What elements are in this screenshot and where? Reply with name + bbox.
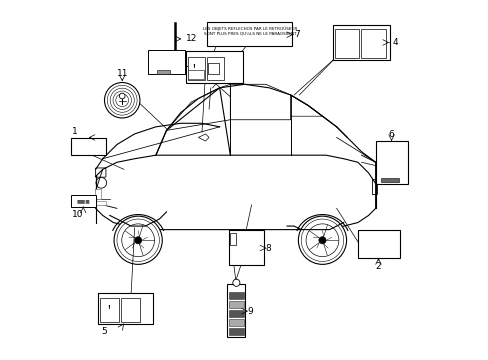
Circle shape [107, 85, 137, 115]
Bar [332, 25, 389, 60]
Bar [185, 51, 242, 82]
Text: 1: 1 [72, 127, 78, 136]
Bar [98, 293, 153, 324]
Bar [228, 230, 264, 265]
Bar [227, 284, 244, 337]
Bar [71, 138, 106, 155]
Circle shape [134, 237, 142, 244]
Polygon shape [359, 231, 364, 257]
Text: 2: 2 [375, 261, 381, 270]
Circle shape [110, 315, 116, 320]
FancyBboxPatch shape [96, 168, 106, 177]
Text: 10: 10 [72, 210, 83, 219]
Polygon shape [78, 140, 81, 154]
Bar [171, 53, 179, 57]
Bar [71, 195, 96, 207]
Bar [361, 30, 386, 58]
Circle shape [119, 93, 125, 99]
Circle shape [124, 303, 137, 316]
Polygon shape [372, 231, 377, 257]
Polygon shape [82, 140, 85, 154]
Bar [100, 298, 119, 322]
Text: ■■■: ■■■ [76, 198, 90, 203]
Circle shape [117, 219, 159, 261]
Bar [206, 57, 224, 80]
Circle shape [305, 224, 338, 257]
Bar [228, 319, 244, 326]
Bar [334, 30, 359, 58]
Circle shape [126, 306, 134, 313]
Bar [96, 201, 106, 205]
Bar [187, 57, 204, 80]
Bar [228, 328, 244, 335]
Bar [207, 22, 292, 46]
Text: LES OBJETS REFLECHOS PAR LE RETROÜSEUR: LES OBJETS REFLECHOS PAR LE RETROÜSEUR [202, 26, 296, 31]
Circle shape [318, 237, 325, 244]
Circle shape [116, 94, 128, 107]
Text: 11: 11 [116, 69, 128, 78]
Polygon shape [198, 134, 209, 141]
Polygon shape [97, 140, 100, 154]
Polygon shape [366, 231, 370, 257]
Bar [375, 141, 407, 184]
Circle shape [113, 91, 131, 109]
Bar [228, 310, 244, 317]
Circle shape [122, 224, 154, 257]
Text: !: ! [107, 305, 110, 310]
Bar [208, 63, 219, 74]
Text: 4: 4 [392, 38, 397, 47]
Circle shape [298, 216, 346, 264]
Circle shape [301, 219, 343, 261]
Text: 7: 7 [293, 30, 299, 39]
Bar [148, 50, 185, 75]
Bar [357, 230, 400, 258]
Text: SONT PLUS PRES QU¼LS NE LE PARAOSSENT: SONT PLUS PRES QU¼LS NE LE PARAOSSENT [203, 32, 295, 36]
Circle shape [110, 88, 134, 112]
Text: 8: 8 [265, 244, 271, 253]
Polygon shape [192, 62, 195, 69]
Text: 9: 9 [247, 307, 253, 316]
Bar [228, 301, 244, 308]
Bar [121, 298, 139, 322]
Text: 12: 12 [185, 35, 197, 44]
Bar [380, 178, 398, 183]
Text: 6: 6 [388, 130, 394, 139]
Text: 3: 3 [178, 60, 184, 69]
FancyBboxPatch shape [372, 180, 377, 194]
Polygon shape [386, 231, 391, 257]
Polygon shape [379, 231, 384, 257]
Circle shape [114, 216, 162, 264]
Text: !: ! [192, 64, 195, 69]
Polygon shape [92, 140, 95, 154]
Bar [156, 70, 170, 74]
Bar [187, 71, 203, 79]
Bar [229, 233, 236, 244]
Polygon shape [87, 140, 90, 154]
Polygon shape [74, 140, 76, 154]
Circle shape [232, 279, 240, 286]
Circle shape [104, 82, 140, 118]
Text: 5: 5 [101, 327, 106, 336]
Bar [228, 292, 244, 300]
Bar [95, 189, 101, 199]
